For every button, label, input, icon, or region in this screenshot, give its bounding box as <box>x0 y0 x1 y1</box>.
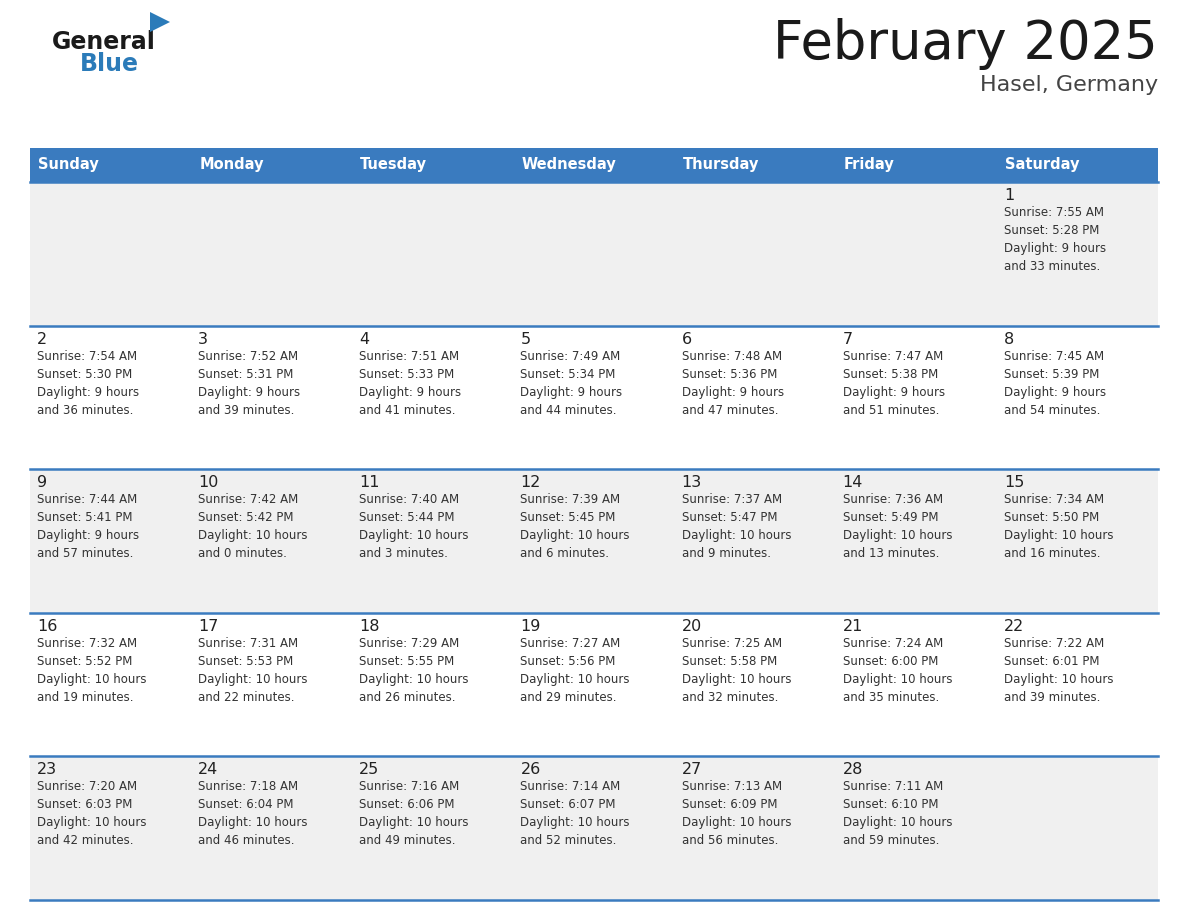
Bar <box>353 148 513 182</box>
Text: 3: 3 <box>198 331 208 347</box>
Text: 2: 2 <box>37 331 48 347</box>
Text: Sunrise: 7:49 AM
Sunset: 5:34 PM
Daylight: 9 hours
and 44 minutes.: Sunrise: 7:49 AM Sunset: 5:34 PM Dayligh… <box>520 350 623 417</box>
Text: 10: 10 <box>198 476 219 490</box>
Text: Friday: Friday <box>843 158 895 173</box>
Text: 26: 26 <box>520 763 541 778</box>
Text: 13: 13 <box>682 476 702 490</box>
Text: General: General <box>52 30 156 54</box>
Bar <box>835 148 997 182</box>
Text: 27: 27 <box>682 763 702 778</box>
Bar <box>30 613 1158 756</box>
Text: Sunrise: 7:24 AM
Sunset: 6:00 PM
Daylight: 10 hours
and 35 minutes.: Sunrise: 7:24 AM Sunset: 6:00 PM Dayligh… <box>842 637 953 704</box>
Text: Sunrise: 7:32 AM
Sunset: 5:52 PM
Daylight: 10 hours
and 19 minutes.: Sunrise: 7:32 AM Sunset: 5:52 PM Dayligh… <box>37 637 146 704</box>
Text: 8: 8 <box>1004 331 1015 347</box>
Text: Sunrise: 7:18 AM
Sunset: 6:04 PM
Daylight: 10 hours
and 46 minutes.: Sunrise: 7:18 AM Sunset: 6:04 PM Dayligh… <box>198 780 308 847</box>
Text: Sunrise: 7:34 AM
Sunset: 5:50 PM
Daylight: 10 hours
and 16 minutes.: Sunrise: 7:34 AM Sunset: 5:50 PM Dayligh… <box>1004 493 1113 560</box>
Text: 22: 22 <box>1004 619 1024 633</box>
Bar <box>30 326 1158 469</box>
Text: 7: 7 <box>842 331 853 347</box>
Text: Monday: Monday <box>200 158 264 173</box>
Text: 11: 11 <box>359 476 380 490</box>
Text: Sunrise: 7:51 AM
Sunset: 5:33 PM
Daylight: 9 hours
and 41 minutes.: Sunrise: 7:51 AM Sunset: 5:33 PM Dayligh… <box>359 350 461 417</box>
Text: Sunrise: 7:11 AM
Sunset: 6:10 PM
Daylight: 10 hours
and 59 minutes.: Sunrise: 7:11 AM Sunset: 6:10 PM Dayligh… <box>842 780 953 847</box>
Text: 18: 18 <box>359 619 380 633</box>
Text: 21: 21 <box>842 619 864 633</box>
Bar <box>30 182 1158 326</box>
Bar <box>191 148 353 182</box>
Text: 9: 9 <box>37 476 48 490</box>
Text: 25: 25 <box>359 763 379 778</box>
Text: 6: 6 <box>682 331 691 347</box>
Text: 24: 24 <box>198 763 219 778</box>
Text: Hasel, Germany: Hasel, Germany <box>980 75 1158 95</box>
Text: 20: 20 <box>682 619 702 633</box>
Text: Sunday: Sunday <box>38 158 99 173</box>
Text: Sunrise: 7:25 AM
Sunset: 5:58 PM
Daylight: 10 hours
and 32 minutes.: Sunrise: 7:25 AM Sunset: 5:58 PM Dayligh… <box>682 637 791 704</box>
Text: Sunrise: 7:13 AM
Sunset: 6:09 PM
Daylight: 10 hours
and 56 minutes.: Sunrise: 7:13 AM Sunset: 6:09 PM Dayligh… <box>682 780 791 847</box>
Text: 19: 19 <box>520 619 541 633</box>
Text: Sunrise: 7:47 AM
Sunset: 5:38 PM
Daylight: 9 hours
and 51 minutes.: Sunrise: 7:47 AM Sunset: 5:38 PM Dayligh… <box>842 350 944 417</box>
Text: Sunrise: 7:48 AM
Sunset: 5:36 PM
Daylight: 9 hours
and 47 minutes.: Sunrise: 7:48 AM Sunset: 5:36 PM Dayligh… <box>682 350 784 417</box>
Text: Sunrise: 7:40 AM
Sunset: 5:44 PM
Daylight: 10 hours
and 3 minutes.: Sunrise: 7:40 AM Sunset: 5:44 PM Dayligh… <box>359 493 469 560</box>
Bar <box>30 148 191 182</box>
Text: Sunrise: 7:45 AM
Sunset: 5:39 PM
Daylight: 9 hours
and 54 minutes.: Sunrise: 7:45 AM Sunset: 5:39 PM Dayligh… <box>1004 350 1106 417</box>
Text: Blue: Blue <box>80 52 139 76</box>
Text: Tuesday: Tuesday <box>360 158 428 173</box>
Text: Sunrise: 7:52 AM
Sunset: 5:31 PM
Daylight: 9 hours
and 39 minutes.: Sunrise: 7:52 AM Sunset: 5:31 PM Dayligh… <box>198 350 301 417</box>
Text: Sunrise: 7:55 AM
Sunset: 5:28 PM
Daylight: 9 hours
and 33 minutes.: Sunrise: 7:55 AM Sunset: 5:28 PM Dayligh… <box>1004 206 1106 273</box>
Text: 14: 14 <box>842 476 864 490</box>
Text: 15: 15 <box>1004 476 1024 490</box>
Text: Sunrise: 7:54 AM
Sunset: 5:30 PM
Daylight: 9 hours
and 36 minutes.: Sunrise: 7:54 AM Sunset: 5:30 PM Dayligh… <box>37 350 139 417</box>
Text: Sunrise: 7:27 AM
Sunset: 5:56 PM
Daylight: 10 hours
and 29 minutes.: Sunrise: 7:27 AM Sunset: 5:56 PM Dayligh… <box>520 637 630 704</box>
Text: Sunrise: 7:42 AM
Sunset: 5:42 PM
Daylight: 10 hours
and 0 minutes.: Sunrise: 7:42 AM Sunset: 5:42 PM Dayligh… <box>198 493 308 560</box>
Text: 16: 16 <box>37 619 57 633</box>
Text: 12: 12 <box>520 476 541 490</box>
Bar <box>675 148 835 182</box>
Text: 5: 5 <box>520 331 531 347</box>
Text: February 2025: February 2025 <box>773 18 1158 70</box>
Text: Sunrise: 7:44 AM
Sunset: 5:41 PM
Daylight: 9 hours
and 57 minutes.: Sunrise: 7:44 AM Sunset: 5:41 PM Dayligh… <box>37 493 139 560</box>
Text: Sunrise: 7:37 AM
Sunset: 5:47 PM
Daylight: 10 hours
and 9 minutes.: Sunrise: 7:37 AM Sunset: 5:47 PM Dayligh… <box>682 493 791 560</box>
Text: 28: 28 <box>842 763 864 778</box>
Text: Thursday: Thursday <box>683 158 759 173</box>
Bar <box>30 756 1158 900</box>
Text: 4: 4 <box>359 331 369 347</box>
Text: Sunrise: 7:22 AM
Sunset: 6:01 PM
Daylight: 10 hours
and 39 minutes.: Sunrise: 7:22 AM Sunset: 6:01 PM Dayligh… <box>1004 637 1113 704</box>
Text: 1: 1 <box>1004 188 1015 203</box>
Text: Sunrise: 7:36 AM
Sunset: 5:49 PM
Daylight: 10 hours
and 13 minutes.: Sunrise: 7:36 AM Sunset: 5:49 PM Dayligh… <box>842 493 953 560</box>
Text: 17: 17 <box>198 619 219 633</box>
Bar <box>997 148 1158 182</box>
Text: Sunrise: 7:31 AM
Sunset: 5:53 PM
Daylight: 10 hours
and 22 minutes.: Sunrise: 7:31 AM Sunset: 5:53 PM Dayligh… <box>198 637 308 704</box>
Text: Sunrise: 7:39 AM
Sunset: 5:45 PM
Daylight: 10 hours
and 6 minutes.: Sunrise: 7:39 AM Sunset: 5:45 PM Dayligh… <box>520 493 630 560</box>
Text: Wednesday: Wednesday <box>522 158 617 173</box>
Text: Sunrise: 7:14 AM
Sunset: 6:07 PM
Daylight: 10 hours
and 52 minutes.: Sunrise: 7:14 AM Sunset: 6:07 PM Dayligh… <box>520 780 630 847</box>
Polygon shape <box>150 12 170 32</box>
Bar <box>513 148 675 182</box>
Text: 23: 23 <box>37 763 57 778</box>
Text: Sunrise: 7:29 AM
Sunset: 5:55 PM
Daylight: 10 hours
and 26 minutes.: Sunrise: 7:29 AM Sunset: 5:55 PM Dayligh… <box>359 637 469 704</box>
Text: Sunrise: 7:16 AM
Sunset: 6:06 PM
Daylight: 10 hours
and 49 minutes.: Sunrise: 7:16 AM Sunset: 6:06 PM Dayligh… <box>359 780 469 847</box>
Text: Saturday: Saturday <box>1005 158 1080 173</box>
Bar <box>30 469 1158 613</box>
Text: Sunrise: 7:20 AM
Sunset: 6:03 PM
Daylight: 10 hours
and 42 minutes.: Sunrise: 7:20 AM Sunset: 6:03 PM Dayligh… <box>37 780 146 847</box>
